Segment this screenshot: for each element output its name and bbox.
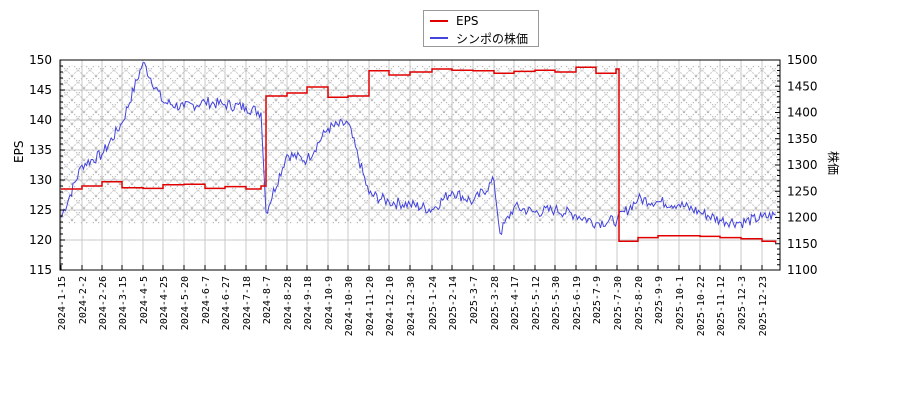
svg-text:2025-8-20: 2025-8-20 bbox=[634, 276, 645, 330]
svg-text:2024-6-7: 2024-6-7 bbox=[201, 276, 212, 324]
svg-text:2024-12-10: 2024-12-10 bbox=[385, 276, 396, 336]
svg-text:2024-8-7: 2024-8-7 bbox=[262, 276, 273, 324]
svg-text:1350: 1350 bbox=[787, 132, 818, 146]
legend-label-price: シンポの株価 bbox=[456, 31, 529, 46]
svg-text:2024-8-28: 2024-8-28 bbox=[283, 276, 294, 330]
svg-text:150: 150 bbox=[29, 53, 52, 67]
svg-text:1500: 1500 bbox=[787, 53, 818, 67]
svg-text:2024-11-20: 2024-11-20 bbox=[365, 276, 376, 336]
svg-text:135: 135 bbox=[29, 143, 52, 157]
svg-text:2025-6-19: 2025-6-19 bbox=[572, 276, 583, 330]
svg-text:1400: 1400 bbox=[787, 106, 818, 120]
left-axis-ticks: 150 145 140 135 130 125 120 115 bbox=[29, 53, 65, 277]
svg-text:1250: 1250 bbox=[787, 184, 818, 198]
svg-text:2024-3-15: 2024-3-15 bbox=[118, 276, 129, 330]
svg-text:2024-5-20: 2024-5-20 bbox=[180, 276, 191, 330]
svg-text:2025-9-9: 2025-9-9 bbox=[654, 276, 665, 324]
svg-text:1200: 1200 bbox=[787, 211, 818, 225]
svg-text:2025-7-9: 2025-7-9 bbox=[592, 276, 603, 324]
svg-text:2025-3-28: 2025-3-28 bbox=[490, 276, 501, 330]
legend-item-eps: EPS bbox=[430, 13, 478, 29]
price-swatch-icon bbox=[430, 37, 448, 39]
svg-text:2024-10-30: 2024-10-30 bbox=[344, 276, 355, 336]
legend-label-eps: EPS bbox=[456, 14, 479, 28]
eps-swatch-icon bbox=[430, 20, 448, 22]
svg-text:1450: 1450 bbox=[787, 79, 818, 93]
svg-text:2025-1-24: 2025-1-24 bbox=[428, 276, 439, 330]
legend-item-price: シンポの株価 bbox=[430, 30, 528, 46]
svg-text:2025-2-14: 2025-2-14 bbox=[448, 276, 459, 330]
svg-text:2024-9-18: 2024-9-18 bbox=[303, 276, 314, 330]
svg-text:130: 130 bbox=[29, 173, 52, 187]
svg-text:2025-12-3: 2025-12-3 bbox=[737, 276, 748, 330]
svg-text:2025-5-12: 2025-5-12 bbox=[531, 276, 542, 330]
svg-text:2024-4-5: 2024-4-5 bbox=[139, 276, 150, 324]
x-axis-ticks: 2024-1-15 2024-2-2 2024-2-26 2024-3-15 2024-… bbox=[57, 265, 769, 336]
svg-text:2024-6-27: 2024-6-27 bbox=[221, 276, 232, 330]
svg-text:1300: 1300 bbox=[787, 158, 818, 172]
svg-text:2024-7-18: 2024-7-18 bbox=[242, 276, 253, 330]
svg-text:2025-10-22: 2025-10-22 bbox=[696, 276, 707, 336]
svg-text:2025-3-7: 2025-3-7 bbox=[469, 276, 480, 324]
plot-area bbox=[59, 59, 781, 271]
svg-text:2024-2-26: 2024-2-26 bbox=[98, 276, 109, 330]
svg-text:2025-11-12: 2025-11-12 bbox=[716, 276, 727, 336]
price-line bbox=[60, 62, 776, 236]
svg-text:115: 115 bbox=[29, 263, 52, 277]
svg-text:1150: 1150 bbox=[787, 237, 818, 251]
svg-text:2025-5-30: 2025-5-30 bbox=[551, 276, 562, 330]
svg-text:2024-1-15: 2024-1-15 bbox=[57, 276, 68, 330]
svg-text:120: 120 bbox=[29, 233, 52, 247]
svg-text:2024-10-9: 2024-10-9 bbox=[324, 276, 335, 330]
svg-text:2024-4-25: 2024-4-25 bbox=[159, 276, 170, 330]
svg-text:2024-2-2: 2024-2-2 bbox=[78, 276, 89, 324]
svg-text:145: 145 bbox=[29, 83, 52, 97]
svg-text:2025-4-17: 2025-4-17 bbox=[510, 276, 521, 330]
legend: EPS シンポの株価 bbox=[423, 10, 539, 47]
left-axis-label: EPS bbox=[12, 140, 26, 163]
svg-text:1100: 1100 bbox=[787, 263, 818, 277]
eps-line bbox=[61, 66, 777, 243]
svg-text:2024-12-30: 2024-12-30 bbox=[406, 276, 417, 336]
svg-text:2025-7-30: 2025-7-30 bbox=[613, 276, 624, 330]
svg-text:2025-10-1: 2025-10-1 bbox=[675, 276, 686, 330]
right-axis-ticks: 1500 1450 1400 1350 1300 1250 1200 1150 1100 bbox=[775, 53, 818, 277]
svg-text:140: 140 bbox=[29, 113, 52, 127]
right-axis-label: 株価 bbox=[826, 151, 840, 176]
svg-text:2025-12-23: 2025-12-23 bbox=[758, 276, 769, 336]
hatch-band bbox=[60, 65, 780, 224]
svg-text:125: 125 bbox=[29, 203, 52, 217]
